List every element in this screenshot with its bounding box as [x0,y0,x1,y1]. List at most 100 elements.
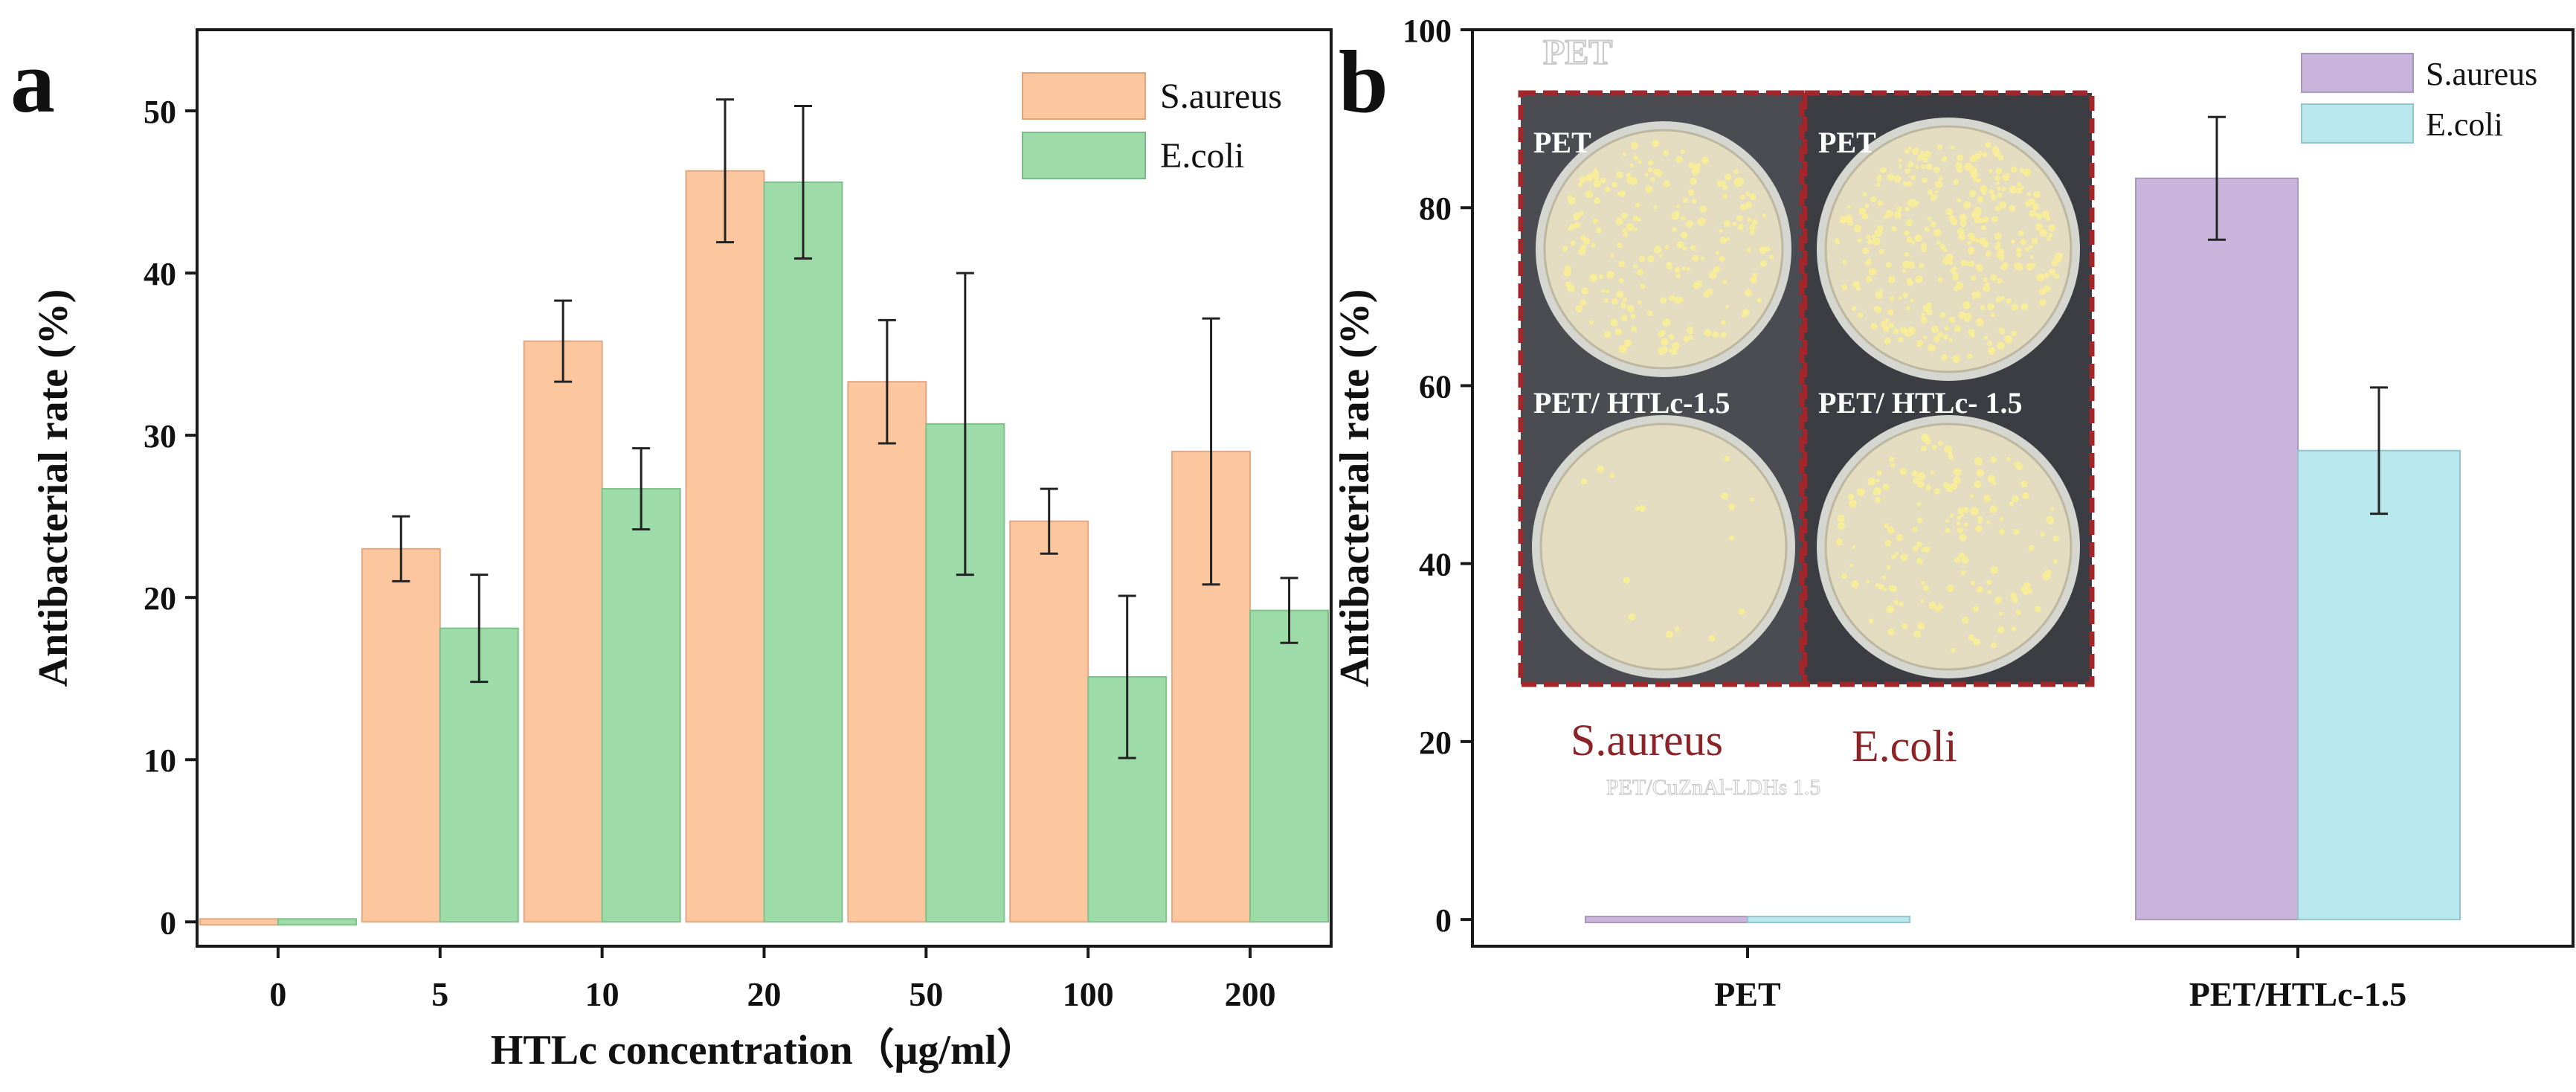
colony [1904,251,1910,257]
colony [1678,297,1684,303]
colony [1945,518,1949,523]
colony [1640,283,1646,289]
colony [1722,184,1728,190]
colony [1872,237,1881,245]
colony [1749,193,1756,200]
colony [1939,243,1945,250]
colony [1910,175,1916,181]
colony [1990,312,1995,318]
colony [1593,179,1601,188]
colony [1579,176,1587,183]
colony [1964,162,1973,171]
colony [1637,217,1641,222]
colony [1975,152,1980,157]
colony [2038,298,2047,306]
colony [1868,618,1874,624]
colony [1594,197,1601,205]
colony [1916,517,1923,524]
plate-label-saureus-pet-htlc: PET/ HTLc-1.5 [1533,386,1730,420]
colony [1957,516,1962,521]
colony [1919,263,1925,269]
colony [1835,538,1843,546]
colony [1598,274,1604,280]
colony [1941,156,1948,162]
colony [1701,157,1709,164]
colony [1687,335,1693,341]
colony [1961,617,1969,624]
colony [1968,329,1975,336]
legend-swatch-e-coli [2301,103,2414,144]
colony [2020,239,2026,245]
colony [1696,280,1702,286]
x-tick-label: 5 [431,975,448,1013]
colony [1887,322,1894,329]
y-tick-label: 80 [1419,190,1452,227]
colony [1899,601,1904,607]
colony [1975,524,1983,533]
bar-e-coli-0 [277,918,357,926]
panel-b-error-bars [2208,115,2388,516]
colony [1675,273,1681,279]
colony [1626,173,1632,178]
colony [2022,492,2029,500]
colony [1671,341,1680,350]
colony [1749,230,1755,235]
colony [1683,335,1690,342]
colony [1994,232,2002,240]
colony [1997,626,2005,634]
colony [1751,219,1758,225]
colony [2011,303,2018,311]
colony [1631,326,1638,333]
colony [1618,344,1627,353]
colony [1721,492,1728,500]
colony [1666,261,1672,269]
colony [2035,222,2044,231]
colony [1930,193,1937,202]
colony [1884,539,1892,547]
colony [1985,251,1991,257]
colony [1740,194,1745,200]
colony [1999,256,2005,261]
colony [1661,338,1669,346]
colony [1724,455,1730,462]
colony [1674,626,1680,632]
colony [1623,339,1632,347]
colony [1982,241,1989,248]
panel-b: b 0 20 40 60 80 100 PET PET/HTLc-1.5 Antibacte… [1332,13,2575,1013]
colony [1567,195,1573,201]
colony [1994,205,2001,212]
panel-a-x-ticks: 0 5 10 20 50 100 200 [269,946,1276,1013]
colony [1990,456,1997,463]
colony [2046,516,2054,524]
colony [2011,330,2018,337]
error-bar [794,104,812,260]
colony [1868,267,1877,276]
colony [1942,482,1950,489]
inset-frame-e-coli [1802,90,2095,687]
colony [2035,213,2043,220]
colony [1910,298,1914,303]
colony [1960,260,1968,266]
colony [1644,173,1649,177]
colony [1959,213,1967,222]
bar-s-aureus-10 [523,340,603,923]
colony [1875,306,1882,314]
colony [2052,536,2059,542]
colony [1906,277,1912,283]
bar-e-coli-pet [1747,916,1910,924]
colony [1691,199,1697,204]
colony [1983,277,1988,283]
colony [1620,315,1628,321]
colony [1931,325,1939,333]
colony [1912,470,1919,478]
colony [1911,148,1919,155]
colony [1968,634,1975,641]
colony [1647,255,1655,263]
colony [1721,320,1726,326]
colony [1725,304,1730,309]
colony [1719,237,1727,244]
colony [1626,305,1635,312]
colony [2006,457,2011,462]
colony [1974,457,1983,466]
error-bar [1040,487,1058,555]
